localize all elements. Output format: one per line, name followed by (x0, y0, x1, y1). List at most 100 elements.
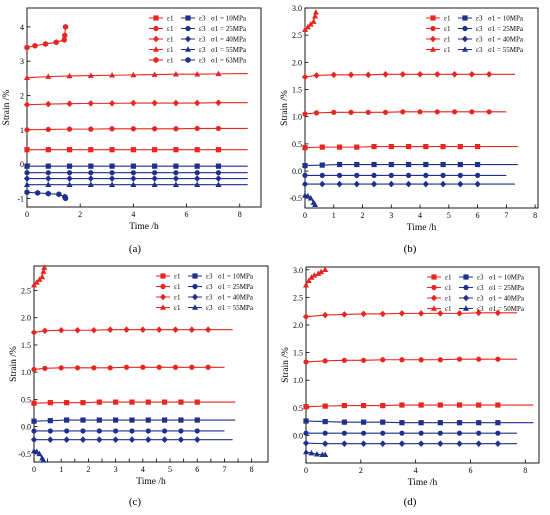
e1-point (331, 109, 337, 115)
e1-point (388, 143, 394, 150)
e3-point (31, 418, 37, 424)
e1-point (308, 274, 315, 280)
e1-point (156, 326, 163, 333)
legend-e3-marker (185, 57, 191, 63)
e3-point (301, 180, 309, 188)
legend-sigma-label: σ1 = 55MPa (218, 304, 254, 312)
e1-point (312, 12, 319, 19)
x-tick-label: 6 (185, 210, 189, 219)
e1-point (61, 36, 67, 43)
legend-e1-marker (430, 15, 436, 21)
legend-e1-label: ε1 (445, 274, 452, 282)
e3-point (303, 418, 309, 424)
e1-point (194, 71, 201, 77)
e1-point (437, 402, 443, 408)
legend-sigma-label: σ1 = 10MPa (489, 274, 525, 282)
e3-point (24, 181, 30, 187)
e1-point (399, 402, 405, 408)
y-tick-label: 0 (20, 160, 24, 169)
legend-sigma-label: σ1 = 40MPa (489, 295, 525, 303)
e1-point (313, 110, 320, 116)
e3-point (388, 172, 394, 178)
e3-point (66, 163, 73, 169)
e3-point (194, 175, 201, 182)
e3-point (66, 181, 73, 187)
e3-point (178, 428, 184, 434)
e1-point (405, 143, 412, 150)
e3-point (302, 439, 310, 447)
e3-point (33, 448, 40, 454)
e3-point (398, 440, 406, 447)
legend-e3-label: ε3 (477, 274, 484, 282)
e3-point (371, 161, 377, 168)
e1-point (380, 402, 386, 409)
e1-point (172, 99, 180, 107)
e1-point (178, 399, 184, 405)
e1-point (66, 147, 73, 153)
e3-point (437, 420, 443, 426)
e3-point (130, 181, 137, 187)
legend-sigma-label: σ1 = 25MPa (488, 25, 524, 33)
e1-point (87, 72, 94, 78)
legend-e3-marker (463, 305, 469, 311)
e1-point (365, 109, 371, 115)
e3-point (495, 430, 501, 436)
e3-point (161, 436, 168, 443)
plot-frame (33, 265, 269, 463)
legend-e1-marker (431, 284, 437, 291)
e1-point (129, 399, 135, 405)
e1-point (434, 109, 440, 115)
e3-point (63, 436, 70, 443)
x-tick-label: 2 (359, 466, 363, 475)
y-tick-label: -1 (17, 194, 24, 203)
e1-point (41, 327, 48, 335)
legend: ε1 ε3 σ1 = 10MPa ε1 ε3 σ1 = 25MPa ε1 ε3 σ1 = 40M… (149, 15, 247, 65)
plot-frame (304, 7, 539, 209)
e3-point (370, 180, 378, 188)
panel-b: 0 1 2 3 4 5 6 7 8 -0.5 0.0 0.5 1.0 1.5 2.0 2.5 3.0 Time /… (280, 4, 539, 255)
e3-point (194, 417, 200, 423)
legend-e1-marker (160, 273, 166, 279)
legend-sigma-label: σ1 = 25MPa (489, 284, 525, 292)
e3-point (109, 181, 116, 187)
y-tick-label: 1.5 (293, 349, 303, 358)
x-tick-label: 4 (131, 210, 135, 219)
e1-point (318, 268, 325, 275)
e1-point (113, 399, 119, 405)
e3-point (476, 430, 482, 436)
legend-e3-label: ε3 (206, 273, 213, 281)
e3-point (62, 195, 69, 202)
e3-point (302, 163, 308, 169)
legend-sigma-label: σ1 = 63MPa (211, 57, 247, 65)
e3-point (129, 428, 135, 434)
legend-e1-marker (153, 25, 159, 32)
x-tick-label: 6 (195, 465, 199, 474)
e3-point (45, 170, 51, 176)
e1-point (302, 145, 308, 151)
e3-point (87, 175, 94, 182)
e1-point (440, 143, 446, 150)
e3-point (64, 417, 70, 423)
e3-point (319, 162, 325, 168)
e3-point (308, 449, 315, 456)
legend-e1-marker (429, 35, 437, 43)
e1-series-line (26, 72, 248, 79)
e3-point (87, 181, 94, 187)
e3-point (475, 440, 482, 447)
e1-point (40, 268, 47, 274)
legend-e3-marker (462, 46, 468, 52)
e3-point (418, 440, 425, 447)
x-tick-label: 0 (32, 465, 36, 474)
e3-point (474, 161, 481, 168)
e1-point (24, 147, 30, 153)
legend-e3-marker (462, 294, 470, 302)
e1-point (130, 99, 137, 107)
legend-e3-marker (184, 35, 192, 43)
e1-point (43, 41, 49, 48)
legend-e1-marker (160, 304, 166, 310)
e1-point (189, 364, 195, 370)
e1-point (303, 404, 309, 410)
legend-e3-marker (462, 25, 468, 32)
legend-e1-marker (159, 293, 167, 301)
